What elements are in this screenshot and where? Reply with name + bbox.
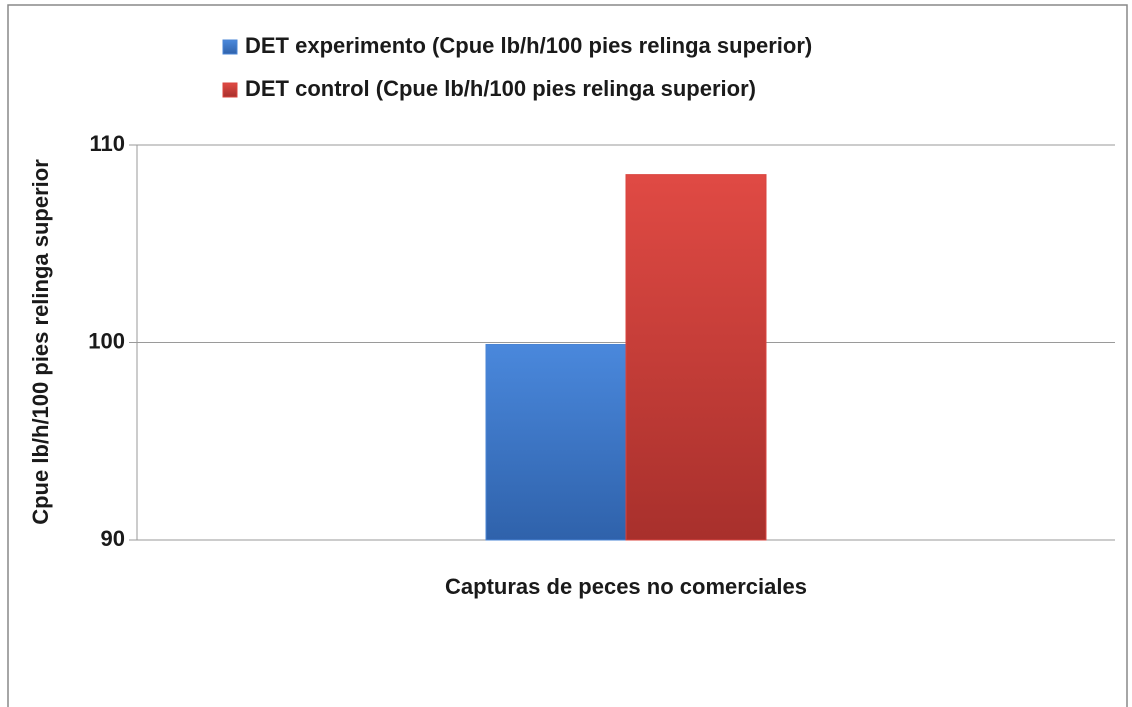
y-tick-label: 110 xyxy=(90,131,126,156)
legend-label: DET experimento (Cpue lb/h/100 pies reli… xyxy=(245,33,812,58)
chart-frame xyxy=(7,4,1128,707)
bar xyxy=(625,174,767,541)
bar xyxy=(485,343,627,541)
x-axis-label: Capturas de peces no comerciales xyxy=(445,574,807,599)
legend-swatch xyxy=(222,39,238,55)
legend-label: DET control (Cpue lb/h/100 pies relinga … xyxy=(245,76,756,101)
y-tick-label: 90 xyxy=(101,526,125,551)
y-tick-label: 100 xyxy=(88,328,125,353)
y-axis-label: Cpue lb/h/100 pies relinga superior xyxy=(28,159,53,525)
legend-swatch xyxy=(222,82,238,98)
